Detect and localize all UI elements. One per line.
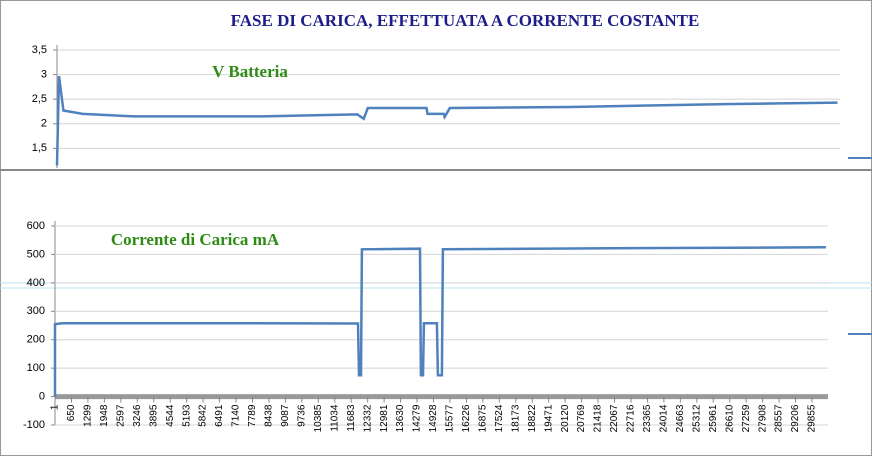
x-tick-label: 20120 [560, 404, 571, 432]
y-tick-label: 3,5 [32, 44, 47, 56]
x-tick-label: 25961 [708, 404, 719, 432]
x-tick-label: 13630 [395, 404, 406, 432]
x-tick-label: 5842 [198, 404, 209, 427]
x-tick-label: 4544 [165, 404, 176, 427]
x-tick-label: 27259 [741, 404, 752, 432]
x-tick-label: 6491 [214, 404, 225, 427]
series-label: Corrente di Carica mA [111, 230, 280, 249]
x-tick-label: 20769 [576, 404, 587, 432]
y-tick-label: 0 [39, 390, 45, 402]
y-tick-label: 400 [27, 277, 45, 289]
x-tick-label: 18822 [527, 404, 538, 432]
y-tick-label: 2,5 [32, 93, 47, 105]
x-tick-label: 7789 [247, 404, 258, 427]
x-tick-label: 26610 [724, 404, 735, 432]
x-tick-label: 16226 [461, 404, 472, 432]
x-tick-label: 8438 [264, 404, 275, 427]
x-tick-label: 16875 [478, 404, 489, 432]
x-tick-label: 9087 [280, 404, 291, 427]
x-tick-label: 3895 [148, 404, 159, 427]
y-tick-label: 100 [27, 362, 45, 374]
x-tick-label: 29855 [807, 404, 818, 432]
x-tick-label: 22067 [609, 404, 620, 432]
data-line [53, 246, 826, 397]
y-tick-label: 3 [41, 68, 47, 80]
chart-title: FASE DI CARICA, EFFETTUATA A CORRENTE CO… [231, 11, 700, 30]
x-tick-label: 14928 [428, 404, 439, 432]
x-tick-label: 24663 [675, 404, 686, 432]
x-tick-label: 25312 [691, 404, 702, 432]
x-tick-label: 1948 [99, 404, 110, 427]
x-tick-label: 21418 [593, 404, 604, 432]
x-tick-label: 3246 [132, 404, 143, 427]
y-tick-label: 2 [41, 118, 47, 130]
y-tick-label: 500 [27, 248, 45, 260]
x-tick-label: 2597 [115, 404, 126, 427]
x-tick-label: 17524 [494, 404, 505, 432]
x-tick-label: 29206 [790, 404, 801, 432]
y-tick-label: 300 [27, 305, 45, 317]
x-tick-label: 12332 [362, 404, 373, 432]
data-line [55, 75, 838, 166]
x-tick-label: 10385 [313, 404, 324, 432]
x-tick-label: 27908 [757, 404, 768, 432]
x-tick-label: 19471 [543, 404, 554, 432]
x-tick-label: 23365 [642, 404, 653, 432]
x-tick-label: 11683 [346, 404, 357, 432]
x-tick-label: 9736 [296, 404, 307, 427]
x-tick-label: 12981 [379, 404, 390, 432]
x-tick-label: 15577 [445, 404, 456, 432]
x-tick-label: 650 [66, 404, 77, 421]
x-tick-label: 7140 [231, 404, 242, 427]
y-tick-label: 200 [27, 334, 45, 346]
x-tick-label: 18173 [510, 404, 521, 432]
x-tick-label: 24014 [659, 404, 670, 432]
series-label: V Batteria [212, 62, 288, 81]
x-tick-label: 28557 [774, 404, 785, 432]
y-tick-label: -100 [23, 419, 45, 431]
x-tick-label: 11034 [329, 404, 340, 432]
x-tick-label: 1299 [83, 404, 94, 427]
x-tick-label: 5193 [181, 404, 192, 427]
y-tick-label: 600 [27, 220, 45, 232]
x-tick-label: 14279 [412, 404, 423, 432]
x-tick-label: 1 [50, 404, 61, 410]
x-tick-label: 22716 [626, 404, 637, 432]
y-tick-label: 1,5 [32, 142, 47, 154]
